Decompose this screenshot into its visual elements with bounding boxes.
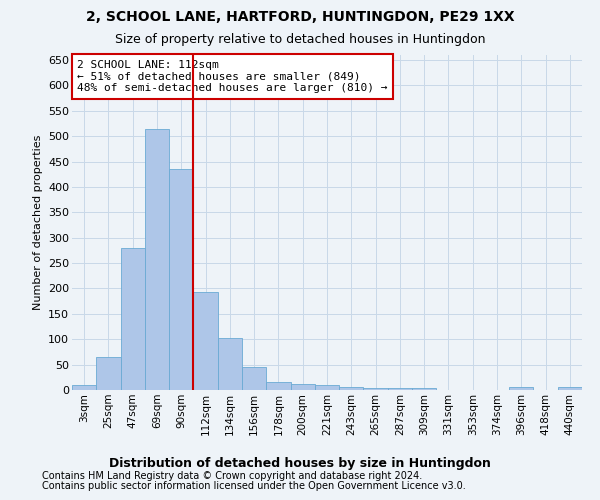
- Bar: [339, 388, 364, 390]
- Bar: [315, 386, 339, 390]
- Bar: [242, 366, 266, 390]
- Bar: [290, 384, 315, 390]
- Text: 2 SCHOOL LANE: 112sqm
← 51% of detached houses are smaller (849)
48% of semi-det: 2 SCHOOL LANE: 112sqm ← 51% of detached …: [77, 60, 388, 93]
- Text: Size of property relative to detached houses in Huntingdon: Size of property relative to detached ho…: [115, 32, 485, 46]
- Bar: [145, 128, 169, 390]
- Text: Contains public sector information licensed under the Open Government Licence v3: Contains public sector information licen…: [42, 481, 466, 491]
- Bar: [96, 357, 121, 390]
- Bar: [72, 385, 96, 390]
- Bar: [364, 388, 388, 390]
- Bar: [218, 338, 242, 390]
- Bar: [169, 169, 193, 390]
- Bar: [509, 388, 533, 390]
- Y-axis label: Number of detached properties: Number of detached properties: [32, 135, 43, 310]
- Bar: [558, 388, 582, 390]
- Text: Contains HM Land Registry data © Crown copyright and database right 2024.: Contains HM Land Registry data © Crown c…: [42, 471, 422, 481]
- Bar: [412, 388, 436, 390]
- Text: Distribution of detached houses by size in Huntingdon: Distribution of detached houses by size …: [109, 458, 491, 470]
- Text: 2, SCHOOL LANE, HARTFORD, HUNTINGDON, PE29 1XX: 2, SCHOOL LANE, HARTFORD, HUNTINGDON, PE…: [86, 10, 514, 24]
- Bar: [388, 388, 412, 390]
- Bar: [121, 248, 145, 390]
- Bar: [266, 382, 290, 390]
- Bar: [193, 292, 218, 390]
